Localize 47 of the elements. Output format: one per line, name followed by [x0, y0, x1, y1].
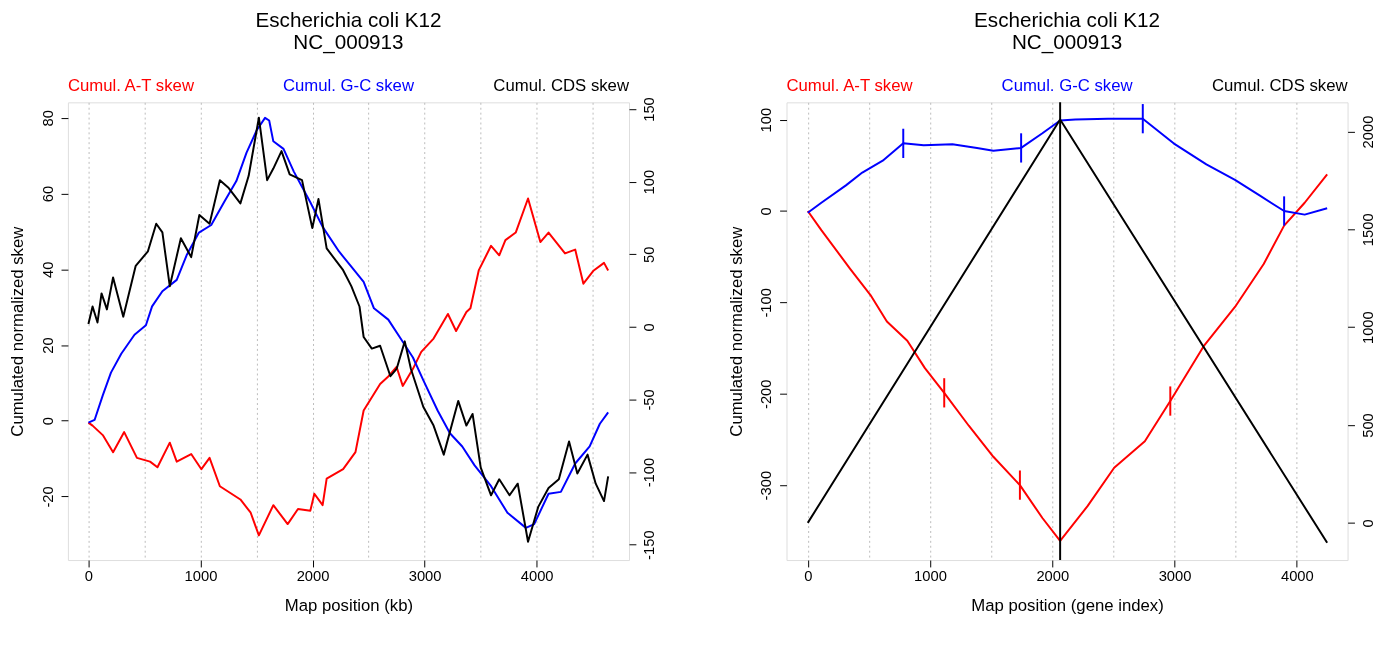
- y-tick-label: -100: [758, 288, 775, 318]
- y-tick-label: 60: [39, 185, 56, 203]
- y2-tick-label: 1000: [1359, 311, 1376, 345]
- x-axis-title: Map position (kb): [284, 595, 414, 615]
- y2-tick-label: 150: [641, 97, 658, 122]
- y2-tick-label: 0: [641, 323, 658, 332]
- x-tick-label: 2000: [1036, 568, 1070, 585]
- y-tick-label: -300: [758, 470, 775, 501]
- x-tick-label: 1000: [184, 568, 218, 585]
- x-tick-label: 4000: [520, 568, 554, 585]
- chart-title: Escherichia coli K12: [974, 7, 1161, 31]
- y-tick-label: 0: [758, 207, 775, 216]
- y-tick-label: 40: [39, 261, 56, 278]
- y-axis-title: Cumulated normalized skew: [8, 225, 28, 437]
- y-tick-label: 100: [758, 107, 775, 133]
- x-tick-label: 0: [804, 568, 813, 585]
- x-axis-title: Map position (gene index): [971, 595, 1164, 615]
- chart-subtitle: NC_000913: [293, 30, 404, 55]
- x-tick-label: 3000: [1158, 568, 1192, 585]
- y2-tick-label: 0: [1359, 519, 1376, 528]
- y-tick-label: -20: [39, 486, 56, 508]
- y-tick-label: 0: [39, 417, 56, 426]
- y-tick-label: -200: [758, 379, 775, 409]
- text: Cumul. A-T skew: [786, 75, 914, 95]
- y2-tick-label: 500: [1359, 413, 1376, 438]
- series-label: Cumul. G-C skew: [1001, 75, 1134, 95]
- x-tick-label: 2000: [296, 568, 330, 585]
- y2-tick-label: -150: [641, 530, 658, 560]
- y-tick-label: 20: [39, 337, 56, 354]
- y-tick-label: 80: [39, 110, 56, 127]
- chart-subtitle: NC_000913: [1011, 30, 1123, 55]
- x-tick-label: 0: [84, 568, 94, 585]
- text: Cumul. A-T skew: [67, 75, 195, 95]
- chart-title: Escherichia coli K12: [255, 7, 442, 31]
- y-axis-title: Cumulated normalized skew: [726, 225, 746, 437]
- x-tick-label: 1000: [914, 568, 947, 585]
- text: Cumul. CDS skew: [1211, 75, 1349, 95]
- text: Cumul. CDS skew: [493, 75, 630, 95]
- y2-tick-label: 100: [641, 169, 658, 195]
- y2-tick-label: -50: [641, 389, 658, 411]
- x-tick-label: 4000: [1280, 568, 1314, 585]
- y2-tick-label: -100: [641, 457, 658, 488]
- y2-tick-label: 50: [641, 246, 658, 263]
- series-label: Cumul. G-C skew: [282, 75, 415, 95]
- x-tick-label: 3000: [408, 568, 442, 585]
- y2-tick-label: 2000: [1359, 115, 1376, 149]
- y2-tick-label: 1500: [1359, 213, 1376, 247]
